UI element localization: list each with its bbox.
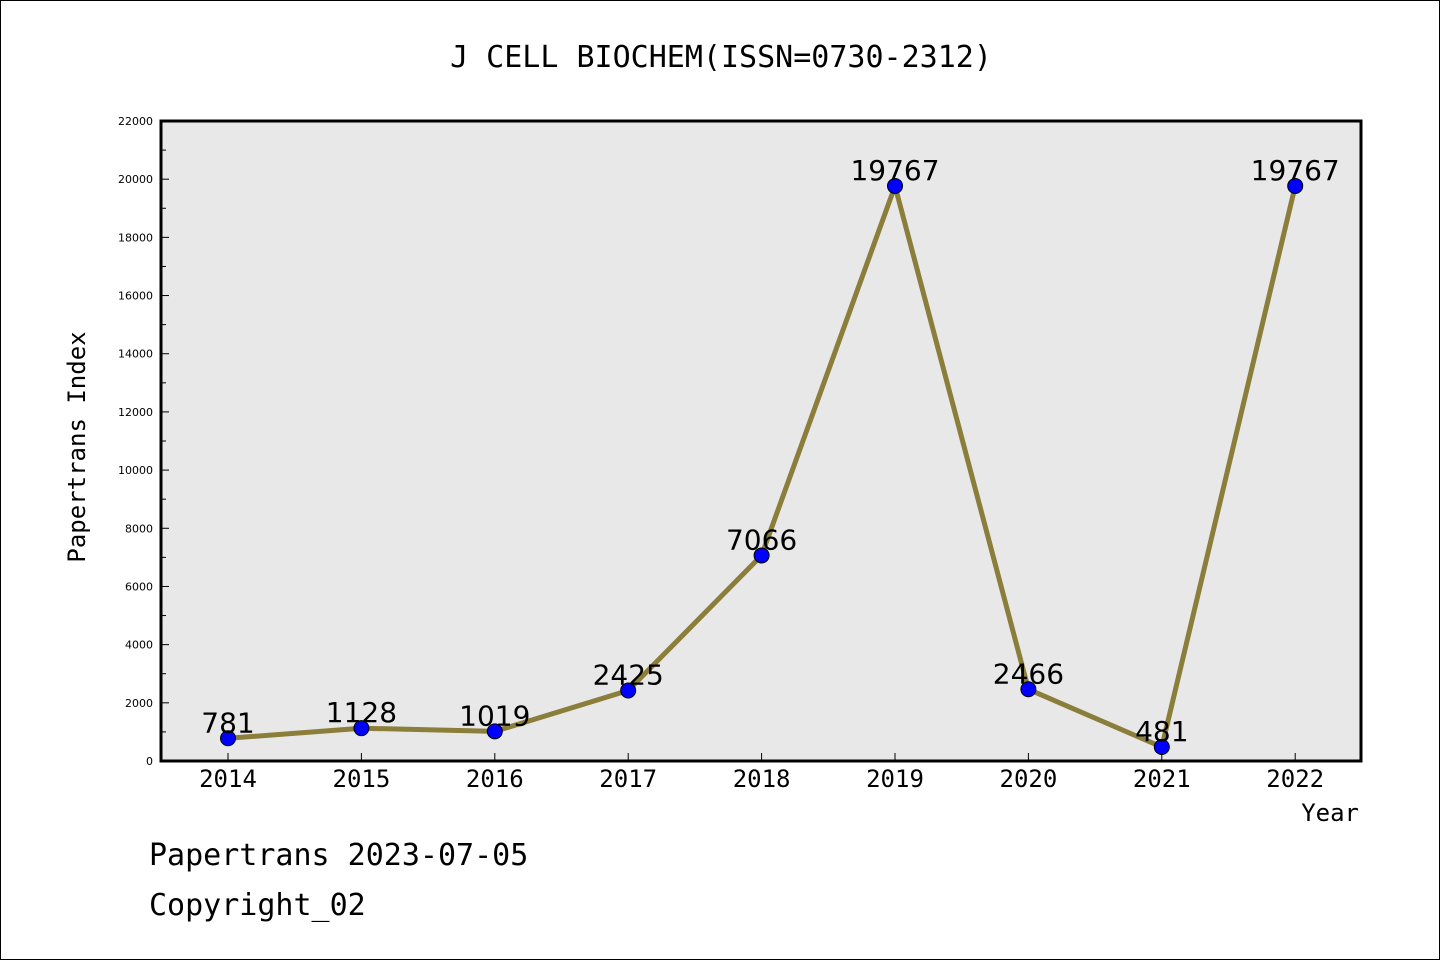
y-tick-label: 16000 xyxy=(118,290,153,303)
data-label: 2466 xyxy=(993,657,1064,690)
x-tick-label: 2021 xyxy=(1133,765,1191,793)
y-tick-label: 2000 xyxy=(125,697,153,710)
data-point xyxy=(620,682,637,699)
data-point xyxy=(1287,177,1304,194)
footer-date: Papertrans 2023-07-05 xyxy=(149,838,528,873)
data-point xyxy=(220,730,236,747)
x-axis-ticks: 2014 2015 2016 2017 2018 2019 2020 2021 2022 xyxy=(199,753,1324,793)
x-tick-label: 2018 xyxy=(733,765,791,793)
data-label: 1128 xyxy=(326,696,397,729)
x-tick-label: 2022 xyxy=(1266,765,1324,793)
chart-title: J CELL BIOCHEM(ISSN=0730-2312) xyxy=(450,40,992,75)
y-tick-label: 6000 xyxy=(125,580,153,593)
data-label: 1019 xyxy=(459,699,530,732)
data-labels: 781 1128 1019 2425 7066 19767 2466 481 19767 xyxy=(201,154,1339,748)
data-label: 7066 xyxy=(726,523,797,556)
y-tick-label: 4000 xyxy=(125,639,153,652)
data-label: 481 xyxy=(1135,715,1188,748)
x-tick-label: 2014 xyxy=(199,765,257,793)
data-point xyxy=(753,547,770,564)
y-tick-label: 0 xyxy=(146,755,153,768)
y-tick-label: 10000 xyxy=(118,464,153,477)
data-label: 781 xyxy=(201,706,254,739)
data-label: 19767 xyxy=(1251,154,1340,187)
data-label: 2425 xyxy=(593,658,664,691)
x-tick-label: 2016 xyxy=(466,765,524,793)
data-label: 19767 xyxy=(850,154,939,187)
x-tick-label: 2020 xyxy=(1000,765,1058,793)
y-tick-label: 20000 xyxy=(118,173,153,186)
y-tick-label: 8000 xyxy=(125,522,153,535)
data-point xyxy=(887,177,903,194)
y-tick-label: 22000 xyxy=(118,115,153,128)
footer-copyright: Copyright_02 xyxy=(149,888,366,923)
data-point xyxy=(353,720,370,737)
x-tick-label: 2019 xyxy=(866,765,924,793)
series-markers xyxy=(220,177,1304,756)
x-tick-label: 2015 xyxy=(333,765,391,793)
x-tick-label: 2017 xyxy=(599,765,657,793)
data-point xyxy=(1153,739,1170,756)
y-tick-label: 18000 xyxy=(118,231,153,244)
data-point xyxy=(1020,681,1037,698)
y-tick-label: 12000 xyxy=(118,406,153,419)
plot-border xyxy=(159,119,1363,763)
plot-area xyxy=(161,121,1361,761)
y-axis-label: Papertrans Index xyxy=(63,331,91,562)
y-tick-label: 14000 xyxy=(118,348,153,361)
data-point xyxy=(486,723,503,740)
x-axis-label: Year xyxy=(1301,799,1359,827)
